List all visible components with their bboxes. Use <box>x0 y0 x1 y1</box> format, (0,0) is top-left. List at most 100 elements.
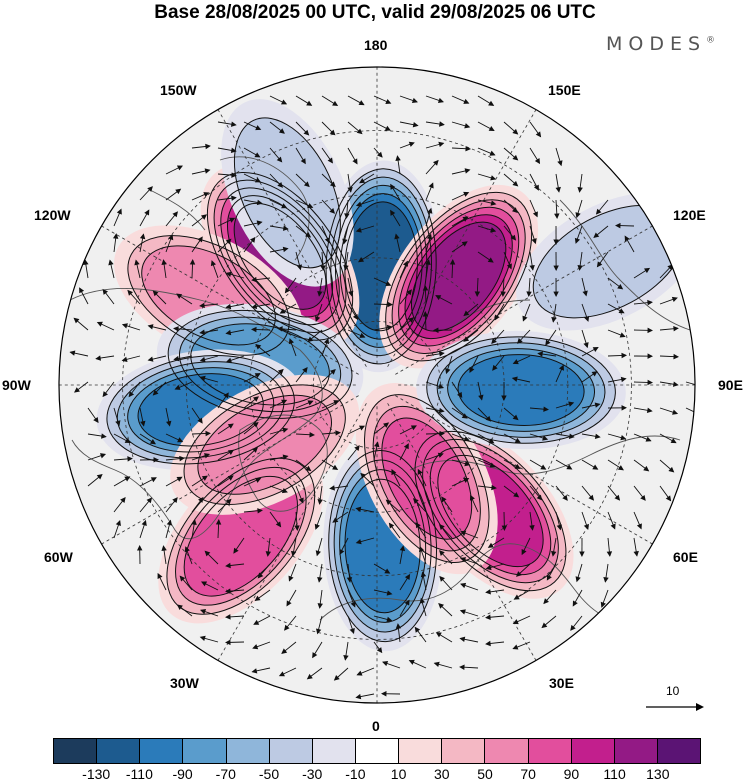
wind-arrowhead <box>438 407 445 414</box>
wind-arrowhead <box>100 453 107 459</box>
wind-arrowhead <box>139 233 146 240</box>
wind-arrowhead <box>529 525 535 531</box>
wind-arrowhead <box>199 356 206 363</box>
wind-arrowhead <box>355 506 362 512</box>
wind-arrowhead <box>254 152 261 158</box>
wind-arrowhead <box>633 550 639 557</box>
wind-arrowhead <box>594 433 601 440</box>
wind-arrowhead <box>491 338 497 345</box>
wind-arrowhead <box>672 409 679 415</box>
wind-arrowhead <box>203 192 210 198</box>
chart-title: Base 28/08/2025 00 UTC, valid 29/08/2025… <box>154 2 596 23</box>
wind-arrowhead <box>384 125 391 131</box>
wind-arrowhead <box>115 520 121 527</box>
contour-line <box>344 478 421 614</box>
wind-arrowhead <box>485 564 492 571</box>
wind-arrowhead <box>355 227 362 233</box>
wind-arrowhead <box>463 310 470 317</box>
wind-arrowhead <box>485 589 491 595</box>
colorbar-swatch <box>183 739 227 763</box>
wind-arrowhead <box>358 425 366 431</box>
wind-arrowhead <box>449 259 456 265</box>
wind-arrowhead <box>176 293 183 299</box>
wind-arrowhead <box>579 551 585 558</box>
meridian-line <box>101 395 359 545</box>
wind-arrowhead <box>172 211 178 218</box>
wind-arrowhead <box>595 208 602 215</box>
coastline-europe <box>319 543 631 622</box>
wind-arrowhead <box>491 484 497 491</box>
wind-arrowhead <box>284 287 291 294</box>
contour-line <box>410 221 507 332</box>
wind-arrowhead <box>489 150 496 156</box>
wind-arrowhead <box>278 128 285 134</box>
wind-arrowhead <box>514 437 521 443</box>
wind-arrowhead <box>646 407 653 413</box>
wind-arrowhead <box>282 246 289 253</box>
contour-line <box>364 394 490 564</box>
wind-arrowhead <box>256 220 263 226</box>
contour-line <box>385 191 533 362</box>
wind-arrowhead <box>673 353 679 360</box>
wind-arrowhead <box>562 494 568 501</box>
anomaly-contours <box>127 235 290 356</box>
colorbar-tick-label: -70 <box>215 766 236 782</box>
wind-arrowhead <box>343 654 349 661</box>
wind-arrowhead <box>428 182 434 189</box>
colorbar-swatch <box>528 739 572 763</box>
wind-arrowhead <box>439 550 445 556</box>
wind-arrowhead <box>330 368 336 375</box>
wind-arrowhead <box>249 236 256 243</box>
contour-lines <box>106 117 686 643</box>
wind-arrowhead <box>557 160 563 167</box>
wind-arrowhead <box>108 259 114 266</box>
wind-arrowhead <box>469 366 475 373</box>
lon-label-90w: 90W <box>2 377 31 393</box>
wind-arrowhead <box>300 158 306 165</box>
wind-arrowhead <box>168 234 174 241</box>
colorbar-swatch <box>54 739 98 763</box>
wind-arrowhead <box>553 291 559 298</box>
wind-arrowhead <box>282 225 289 231</box>
wind-arrowhead <box>277 368 284 375</box>
wind-arrowhead <box>225 329 232 336</box>
wind-arrowhead <box>404 573 411 580</box>
lon-label-150w: 150W <box>160 82 197 98</box>
contour-line <box>183 384 346 506</box>
wind-arrowhead <box>399 545 406 552</box>
map-disc <box>59 67 695 703</box>
wind-arrowhead <box>512 128 519 135</box>
wind-arrowhead <box>307 400 314 406</box>
contour-line <box>325 168 437 365</box>
wind-arrowhead <box>225 614 231 620</box>
wind-arrowhead <box>354 445 360 452</box>
wind-arrowhead <box>575 212 581 219</box>
wind-arrowhead <box>533 184 539 191</box>
wind-arrowhead <box>73 317 80 324</box>
wind-arrowhead <box>329 129 336 136</box>
wind-arrowhead <box>541 622 548 629</box>
wind-arrowhead <box>96 321 103 327</box>
wind-arrowhead <box>647 327 654 334</box>
wind-arrowhead <box>414 626 421 633</box>
wind-arrowhead <box>488 126 495 131</box>
contour-line <box>116 361 285 459</box>
wind-arrowhead <box>302 367 308 374</box>
wind-arrowhead <box>531 238 537 245</box>
wind-arrowhead <box>596 261 603 268</box>
wind-arrowhead <box>306 673 313 680</box>
wind-arrowhead <box>577 187 583 193</box>
wind-arrowhead <box>566 464 573 470</box>
wind-arrowhead <box>490 175 497 181</box>
wind-arrowhead <box>583 342 589 349</box>
wind-arrowhead <box>134 259 140 266</box>
wind-arrowhead <box>254 373 261 379</box>
contour-line <box>372 405 481 552</box>
colorbar-tick-label: -110 <box>125 766 153 782</box>
wind-arrowhead <box>306 100 313 106</box>
wind-arrowhead <box>478 394 484 401</box>
meridian-line <box>395 225 653 375</box>
colorbar-tick-label: 30 <box>434 766 450 782</box>
wind-arrowhead <box>380 691 387 697</box>
